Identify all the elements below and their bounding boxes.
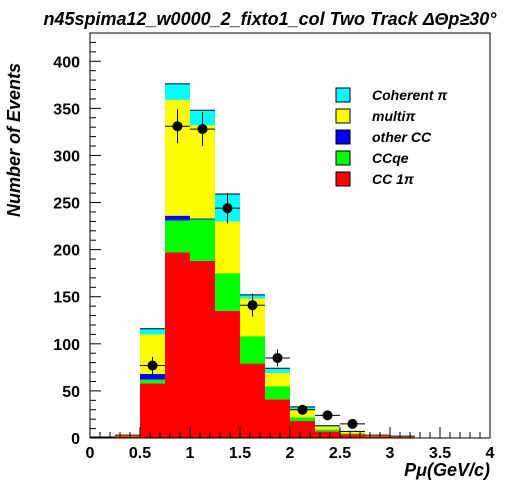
x-tick-label: 2	[286, 445, 295, 462]
bar-segment-1-8	[290, 417, 315, 422]
bar-segment-1-6	[240, 336, 265, 364]
x-tick-label: 0.5	[129, 445, 151, 462]
bar-stacks	[90, 83, 415, 438]
data-point-7	[322, 410, 333, 421]
bar-segment-0-2	[140, 383, 165, 438]
legend-label-1: multiπ	[372, 108, 416, 124]
y-tick-label: 250	[53, 196, 80, 213]
bar-segment-3-9	[315, 426, 340, 430]
bar-segment-2-2	[140, 373, 165, 380]
bar-segment-0-10	[340, 434, 365, 438]
bar-segment-1-7	[265, 386, 290, 400]
bar-segment-3-10	[340, 431, 365, 434]
bar-segment-0-3	[165, 252, 190, 438]
data-point-8	[347, 418, 358, 429]
bar-segment-1-2	[140, 379, 165, 384]
data-point-5	[272, 352, 283, 363]
data-point-4	[247, 300, 258, 311]
bar-segment-3-7	[265, 373, 290, 387]
bar-segment-1-4	[190, 219, 215, 261]
y-axis: 0 50 100 150 200 250 300 350 400	[53, 32, 101, 448]
x-tick-label: 3.5	[429, 445, 451, 462]
y-tick-label: 150	[53, 290, 80, 307]
bar-segment-0-1	[115, 436, 140, 438]
bar-segment-1-10	[340, 433, 365, 435]
bar-segment-0-5	[215, 310, 240, 438]
data-point-3	[222, 203, 233, 214]
y-tick-label: 100	[53, 337, 80, 354]
x-tick-label: 0	[86, 445, 95, 462]
legend-swatch-4	[335, 171, 351, 187]
bar-segment-4-2	[140, 328, 165, 335]
bar-segment-4-7	[265, 368, 290, 374]
legend-swatch-2	[335, 129, 351, 145]
bar-segment-2-4	[190, 218, 215, 220]
x-tick-label: 1	[186, 445, 195, 462]
x-tick-label: 3	[386, 445, 395, 462]
bar-segment-0-8	[290, 421, 315, 438]
x-tick-label: 2.5	[329, 445, 351, 462]
y-tick-label: 400	[53, 54, 80, 71]
y-axis-label: Number of Events	[4, 63, 24, 217]
data-point-0	[147, 360, 158, 371]
bar-segment-4-3	[165, 83, 190, 100]
y-tick-label: 350	[53, 101, 80, 118]
data-points	[140, 109, 365, 429]
chart-title: n45spima12_w0000_2_fixto1_col Two Track …	[43, 9, 497, 29]
legend-label-2: other CC	[372, 129, 432, 145]
bar-segment-0-9	[315, 431, 340, 438]
bar-segment-2-3	[165, 215, 190, 221]
legend-swatch-0	[335, 87, 351, 103]
bar-segment-0-11	[365, 436, 390, 438]
legend-swatch-1	[335, 108, 351, 124]
legend-swatch-3	[335, 150, 351, 166]
legend-label-3: CCqe	[372, 150, 409, 166]
y-tick-label: 200	[53, 243, 80, 260]
bar-segment-0-4	[190, 260, 215, 438]
y-tick-label: 300	[53, 148, 80, 165]
bar-segment-3-5	[215, 221, 240, 274]
data-point-6	[297, 404, 308, 415]
legend-label-4: CC 1π	[372, 171, 415, 187]
data-point-2	[197, 124, 208, 135]
bar-segment-1-5	[215, 273, 240, 311]
y-tick-label: 0	[71, 431, 80, 448]
bar-segment-1-9	[315, 429, 340, 432]
x-axis: 0 0.5 1 1.5 2 2.5 3 3.5 4	[86, 427, 495, 462]
bar-segment-0-7	[265, 399, 290, 438]
data-point-1	[172, 121, 183, 132]
legend: Coherent π multiπ other CC CCqe CC 1π	[335, 87, 448, 187]
bar-segment-0-6	[240, 363, 265, 438]
x-axis-label: Pμ(GeV/c)	[404, 460, 490, 480]
legend-label-0: Coherent π	[372, 87, 448, 103]
x-tick-label: 1.5	[229, 445, 251, 462]
y-tick-label: 50	[62, 384, 80, 401]
x-tick-label: 4	[486, 445, 495, 462]
bar-segment-1-3	[165, 220, 190, 253]
